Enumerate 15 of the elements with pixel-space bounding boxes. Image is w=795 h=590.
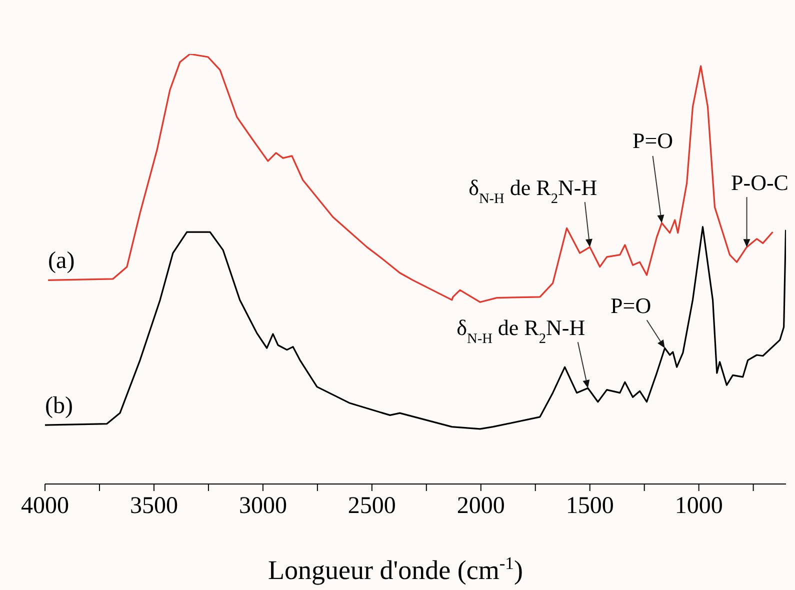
x-tick-label: 3000: [238, 493, 287, 519]
series-label: (a): [48, 248, 75, 274]
x-tick-label: 4000: [21, 493, 69, 519]
annotation: P=O: [610, 293, 652, 318]
x-tick-label: 1500: [566, 493, 614, 519]
annotation: δ$_{N-H}$ de R$_{2}$N-H: [468, 175, 598, 208]
x-axis-title: Longueur d'onde (cm$^{-1}$): [268, 553, 523, 585]
annotation: δ$_{N-H}$ de R$_{2}$N-H: [456, 315, 586, 348]
annotation: P=O: [632, 128, 674, 153]
x-tick-label: 2500: [348, 493, 396, 519]
x-tick-label: 1000: [674, 493, 723, 519]
series-label: (b): [45, 393, 73, 420]
annotation: P-O-C: [731, 170, 788, 196]
x-tick-label: 3500: [130, 493, 178, 519]
x-tick-label: 2000: [456, 493, 505, 519]
